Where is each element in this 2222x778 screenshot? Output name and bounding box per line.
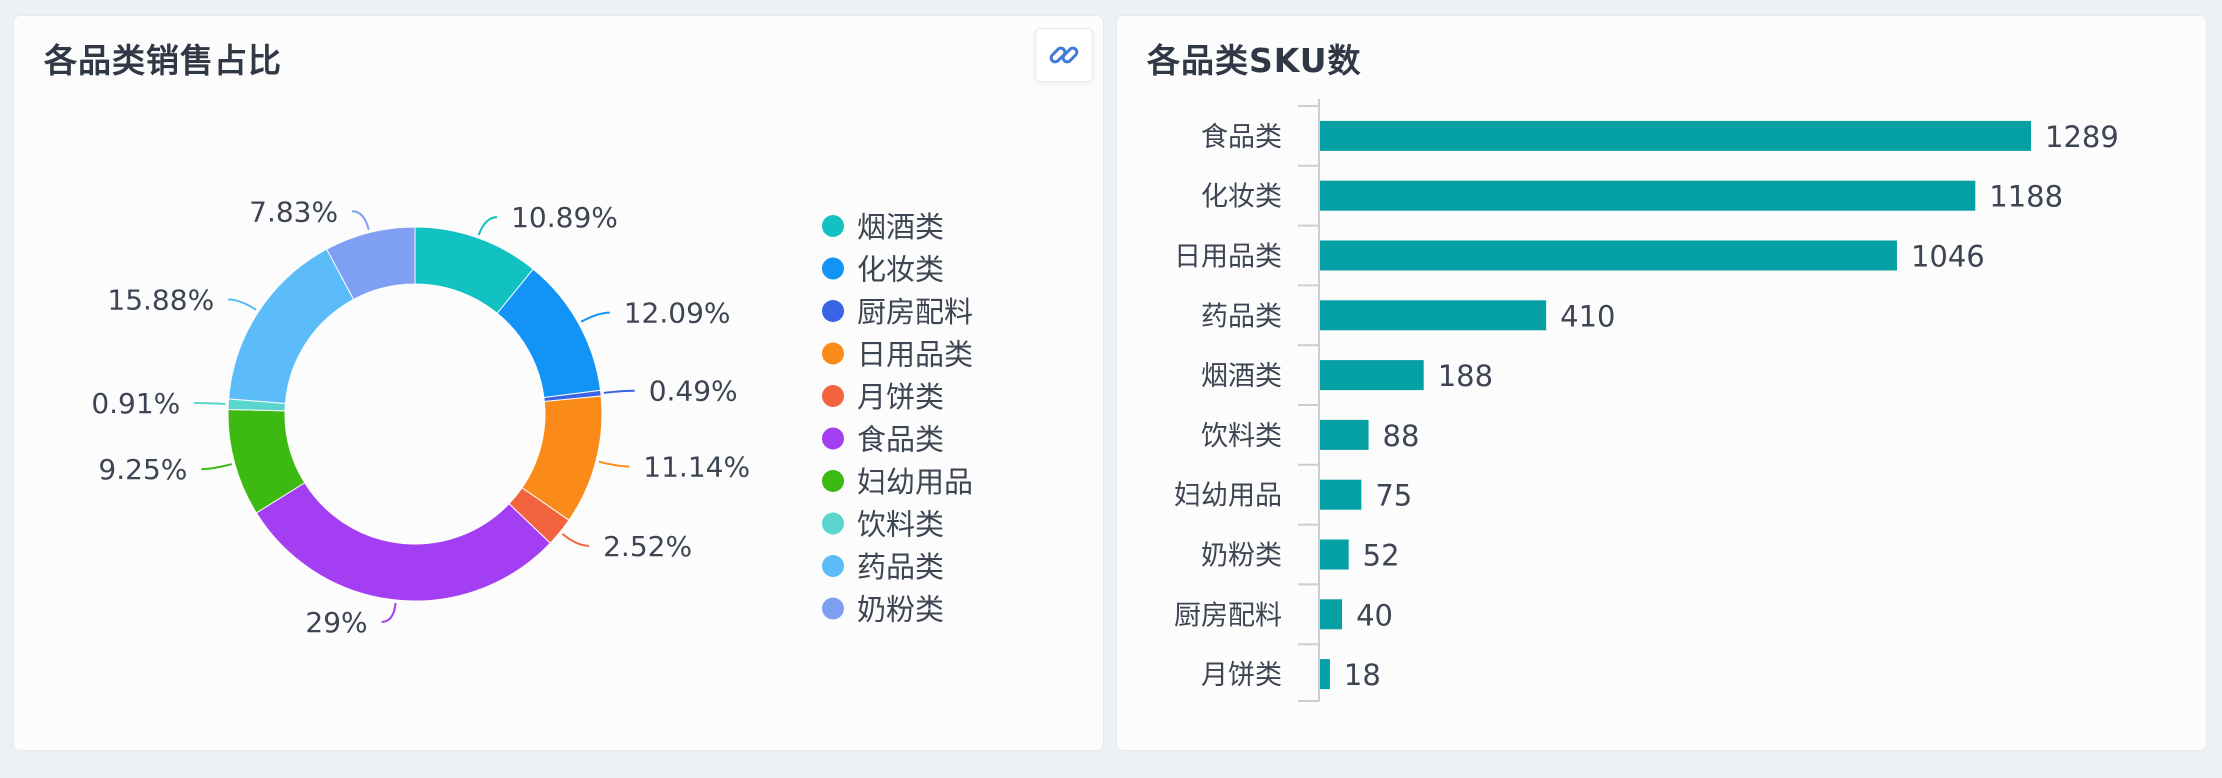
- bar[interactable]: [1320, 419, 1369, 450]
- donut-slice[interactable]: [255, 482, 551, 602]
- link-button[interactable]: [1035, 28, 1093, 82]
- bar[interactable]: [1320, 240, 1897, 271]
- leader-line: [228, 298, 257, 311]
- leader-line: [598, 460, 630, 468]
- slice-percent-label: 10.89%: [511, 201, 618, 234]
- legend-swatch: [822, 300, 844, 322]
- bar[interactable]: [1320, 300, 1547, 331]
- slice-percent-label: 9.25%: [98, 453, 187, 486]
- legend-label[interactable]: 奶粉类: [857, 593, 944, 627]
- legend-swatch: [822, 342, 844, 365]
- legend-label[interactable]: 月饼类: [857, 380, 944, 414]
- leader-line: [603, 389, 635, 394]
- bar[interactable]: [1320, 120, 2031, 151]
- leader-line: [381, 602, 397, 623]
- legend-swatch: [822, 215, 844, 237]
- slice-percent-label: 11.14%: [643, 450, 750, 483]
- category-label: 饮料类: [1201, 421, 1282, 452]
- bar-value-label: 1188: [1989, 180, 2063, 214]
- bar-chart: 食品类 1289 化妆类 1188 日用品类 1046 药品类 410 烟酒类 188 饮料类 88 妇…: [1174, 99, 2119, 702]
- category-label: 化妆类: [1201, 182, 1282, 213]
- bar-value-label: 18: [1344, 658, 1381, 692]
- bar[interactable]: [1320, 180, 1976, 211]
- donut-slice[interactable]: [228, 248, 355, 405]
- sku-count-panel: 各品类SKU数 食品类 1289 化妆类 1188 日用品类 1046 药品类 410 烟酒类 1…: [1117, 16, 2206, 750]
- donut-chart: 10.89% 12.09% 0.49% 11.14% 2.52% 29% 9.25% 0.91…: [91, 195, 973, 639]
- bar-value-label: 188: [1438, 359, 1493, 393]
- category-label: 日用品类: [1174, 242, 1282, 273]
- category-label: 厨房配料: [1174, 600, 1282, 631]
- leader-line: [561, 533, 590, 547]
- slice-percent-label: 7.83%: [249, 195, 338, 228]
- legend-label[interactable]: 厨房配料: [857, 295, 973, 329]
- leader-line: [580, 311, 610, 323]
- slice-percent-label: 0.91%: [91, 387, 180, 420]
- sales-share-title: 各品类销售占比: [44, 41, 282, 80]
- slice-percent-label: 0.49%: [649, 375, 738, 408]
- legend-swatch: [822, 385, 844, 407]
- bar-value-label: 1046: [1911, 240, 1985, 274]
- bar-value-label: 52: [1363, 539, 1400, 573]
- bar[interactable]: [1320, 539, 1349, 570]
- legend-swatch: [822, 427, 844, 450]
- category-label: 月饼类: [1201, 660, 1282, 691]
- category-label: 奶粉类: [1201, 541, 1282, 572]
- bar-value-label: 40: [1356, 598, 1393, 632]
- category-label: 烟酒类: [1201, 361, 1282, 392]
- bar-value-label: 75: [1375, 479, 1412, 513]
- category-label: 药品类: [1201, 301, 1282, 332]
- legend-label[interactable]: 药品类: [857, 550, 944, 584]
- donut-slice[interactable]: [325, 226, 416, 301]
- legend-label[interactable]: 饮料类: [857, 508, 944, 542]
- slice-percent-label: 15.88%: [107, 283, 214, 316]
- leader-line: [352, 210, 370, 230]
- leader-line: [201, 463, 232, 471]
- slice-percent-label: 29%: [305, 606, 367, 639]
- legend-label[interactable]: 食品类: [857, 423, 944, 457]
- legend-swatch: [822, 257, 844, 280]
- legend-label[interactable]: 妇幼用品: [857, 465, 973, 499]
- legend-label[interactable]: 化妆类: [857, 253, 944, 287]
- link-icon: [1049, 46, 1079, 64]
- legend-swatch: [822, 512, 844, 535]
- legend-swatch: [822, 555, 844, 577]
- legend-label[interactable]: 烟酒类: [857, 210, 944, 244]
- leader-line: [194, 402, 226, 406]
- sales-share-panel: 各品类销售占比 10.89% 12.09% 0.49% 11.14% 2.52% 29% 9…: [14, 16, 1103, 750]
- legend-swatch: [822, 470, 844, 492]
- bar[interactable]: [1320, 479, 1362, 510]
- slice-percent-label: 12.09%: [624, 297, 731, 330]
- bar[interactable]: [1320, 599, 1343, 630]
- sku-count-title: 各品类SKU数: [1147, 41, 1362, 80]
- bar[interactable]: [1320, 360, 1424, 391]
- bar[interactable]: [1320, 659, 1330, 690]
- slice-percent-label: 2.52%: [603, 530, 692, 563]
- category-label: 食品类: [1201, 122, 1282, 153]
- category-label: 妇幼用品: [1174, 481, 1282, 512]
- bar-value-label: 1289: [2045, 120, 2119, 154]
- legend-swatch: [822, 597, 844, 620]
- legend-label[interactable]: 日用品类: [857, 338, 973, 372]
- bar-value-label: 410: [1560, 299, 1615, 333]
- leader-line: [477, 216, 498, 236]
- bar-value-label: 88: [1383, 419, 1420, 453]
